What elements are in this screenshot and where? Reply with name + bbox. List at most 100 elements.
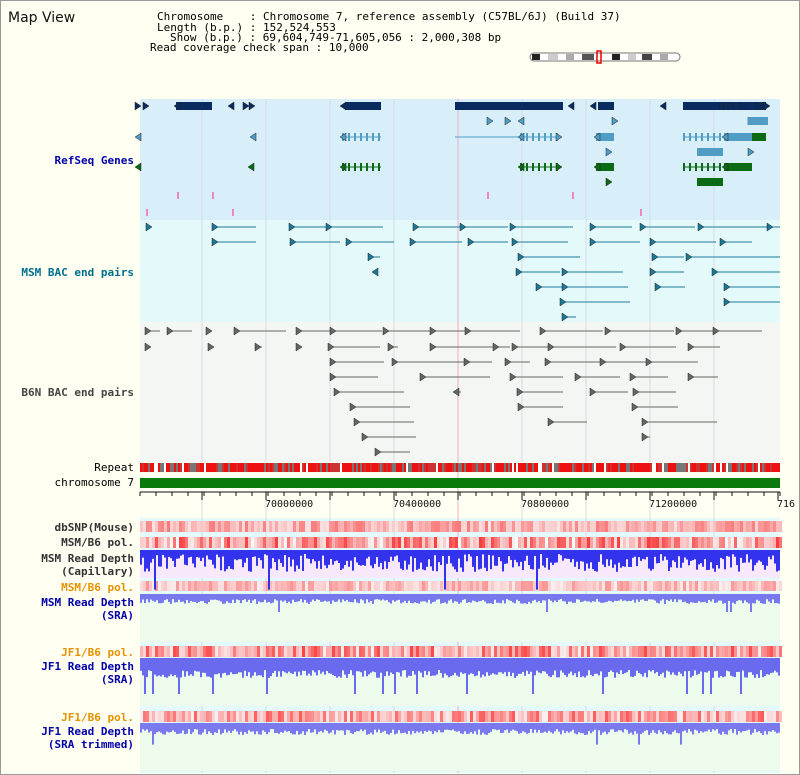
polymorphism-heat-cell <box>233 646 236 657</box>
polymorphism-heat-cell <box>560 537 563 548</box>
polymorphism-heat-cell <box>434 646 437 657</box>
read-depth-bar <box>580 658 582 678</box>
gene-arrow <box>721 132 729 142</box>
polymorphism-heat-cell <box>464 711 467 722</box>
repeat-segment <box>660 463 662 472</box>
repeat-segment <box>604 463 606 472</box>
read-depth-bar <box>540 658 542 674</box>
read-depth-bar <box>376 658 378 678</box>
read-depth-bar <box>470 723 472 733</box>
polymorphism-heat-cell <box>329 711 332 722</box>
polymorphism-heat-cell <box>515 537 518 548</box>
polymorphism-heat-cell <box>242 537 245 548</box>
read-depth-bar <box>332 723 334 731</box>
polymorphism-heat-cell <box>614 537 617 548</box>
repeat-segment <box>304 463 306 472</box>
polymorphism-heat-cell <box>521 646 524 657</box>
gene-arrow <box>486 116 494 126</box>
read-depth-bar <box>418 550 420 569</box>
read-depth-bar <box>716 658 718 671</box>
polymorphism-heat-cell <box>401 581 404 591</box>
bac-end-marker <box>641 417 649 427</box>
repeat-segment <box>456 463 458 472</box>
polymorphism-heat-cell <box>755 711 758 722</box>
polymorphism-heat-cell <box>719 521 722 532</box>
read-depth-bar <box>226 658 228 676</box>
read-depth-bar <box>758 658 760 678</box>
repeat-segment <box>724 463 726 472</box>
polymorphism-heat-cell <box>446 521 449 532</box>
read-depth-bar <box>748 550 750 563</box>
polymorphism-heat-cell <box>629 581 632 591</box>
repeat-segment <box>142 463 144 472</box>
read-depth-bar <box>684 723 686 731</box>
read-depth-bar <box>728 658 730 672</box>
read-depth-bar <box>286 594 288 603</box>
repeat-segment <box>730 463 732 472</box>
repeat-segment <box>386 463 388 472</box>
read-depth-bar <box>620 594 622 600</box>
read-depth-bar <box>418 723 420 733</box>
read-depth-bar <box>254 723 256 735</box>
read-depth-bar <box>224 594 226 604</box>
polymorphism-heat-cell <box>146 521 149 532</box>
read-depth-bar <box>170 594 172 604</box>
read-depth-bar <box>392 550 394 561</box>
polymorphism-heat-cell <box>737 521 740 532</box>
repeat-segment <box>302 463 304 472</box>
read-depth-bar <box>432 550 434 571</box>
read-depth-bar <box>710 658 712 694</box>
read-depth-bar <box>300 550 302 556</box>
read-depth-bar <box>524 723 526 733</box>
polymorphism-heat-cell <box>239 521 242 532</box>
read-depth-bar <box>752 723 754 733</box>
read-depth-bar <box>330 550 332 559</box>
read-depth-bar <box>696 723 698 731</box>
read-depth-bar <box>278 723 280 734</box>
polymorphism-heat-cell <box>143 646 146 657</box>
read-depth-bar <box>622 550 624 567</box>
read-depth-bar <box>592 594 594 602</box>
read-depth-bar <box>704 550 706 560</box>
repeat-segment <box>680 463 682 472</box>
polymorphism-heat-cell <box>245 581 248 591</box>
polymorphism-heat-cell <box>596 581 599 591</box>
polymorphism-heat-cell <box>728 711 731 722</box>
repeat-segment <box>690 463 692 472</box>
read-depth-bar <box>178 550 180 559</box>
read-depth-bar <box>286 550 288 572</box>
polymorphism-heat-cell <box>764 581 767 591</box>
read-depth-bar <box>292 723 294 735</box>
polymorphism-heat-cell <box>704 711 707 722</box>
read-depth-bar <box>350 594 352 603</box>
track-label-jf1-b6-pol-2: JF1/B6 pol. <box>61 711 134 724</box>
polymorphism-heat-cell <box>779 646 782 657</box>
read-depth-bar <box>252 550 254 557</box>
polymorphism-heat-cell <box>548 711 551 722</box>
read-depth-bar <box>226 594 228 602</box>
read-depth-bar <box>758 550 760 561</box>
gene-arrow <box>721 162 729 172</box>
read-depth-bar <box>654 594 656 601</box>
repeat-segment <box>544 463 546 472</box>
repeat-segment <box>550 463 552 472</box>
read-depth-bar <box>450 658 452 677</box>
repeat-segment <box>502 463 504 472</box>
polymorphism-heat-cell <box>659 646 662 657</box>
polymorphism-heat-cell <box>263 537 266 548</box>
read-depth-bar <box>562 658 564 673</box>
read-depth-bar <box>174 550 176 567</box>
polymorphism-heat-cell <box>473 711 476 722</box>
bac-end-marker <box>589 222 597 232</box>
read-depth-bar <box>338 723 340 731</box>
polymorphism-heat-cell <box>746 581 749 591</box>
read-depth-bar <box>700 550 702 564</box>
read-depth-bar <box>536 550 538 590</box>
read-depth-bar <box>300 658 302 676</box>
read-depth-bar <box>760 594 762 604</box>
repeat-segment <box>580 463 582 472</box>
polymorphism-heat-cell <box>446 581 449 591</box>
read-depth-bar <box>750 594 752 612</box>
repeat-segment <box>196 463 198 472</box>
